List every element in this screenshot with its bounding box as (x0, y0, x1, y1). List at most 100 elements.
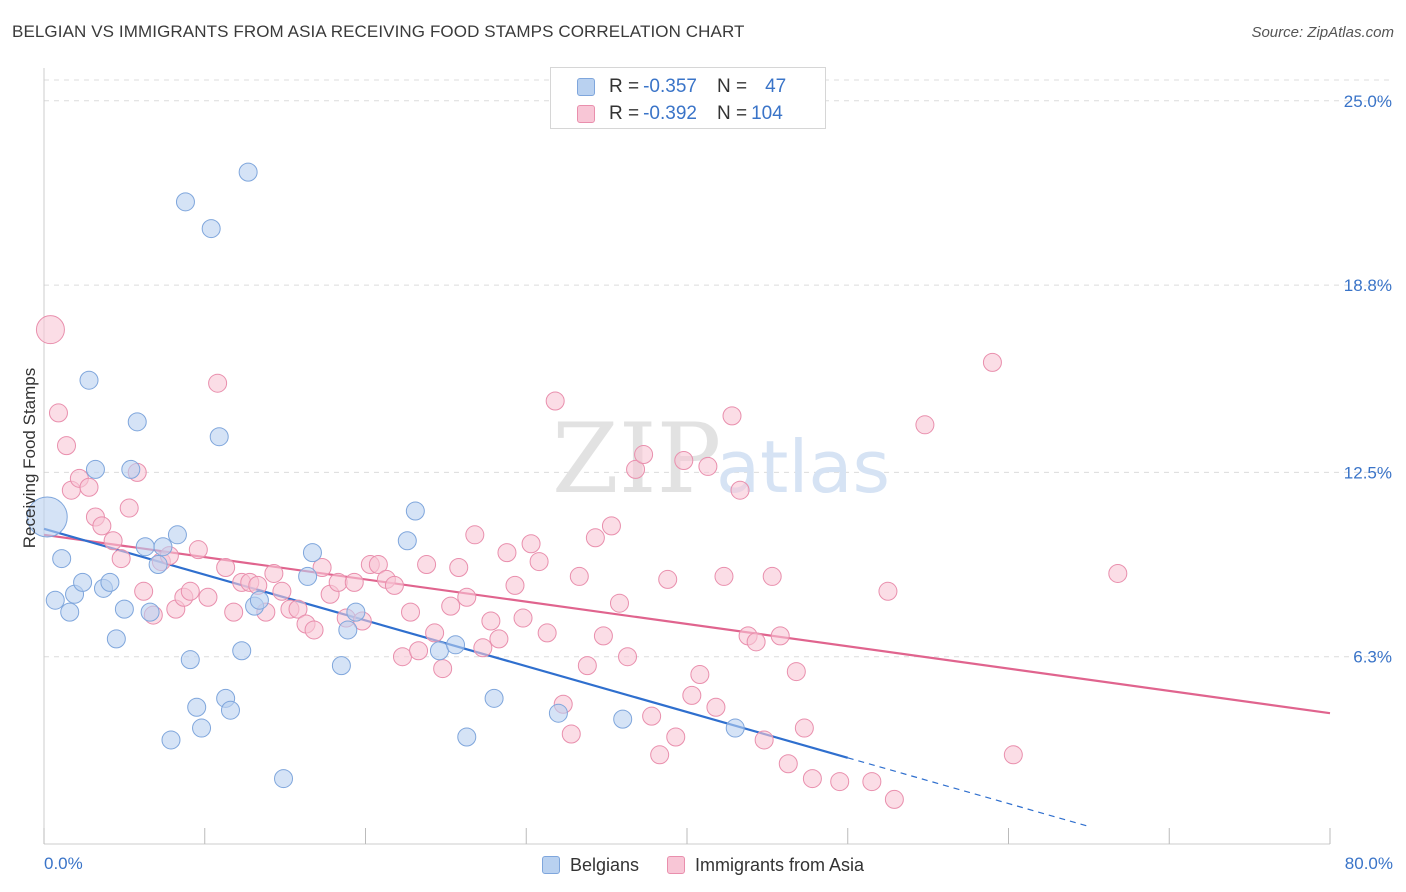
asia-point (304, 620, 324, 640)
belgian-point (548, 703, 568, 723)
belgian-point (79, 370, 99, 390)
y-tick-label: 18.8% (1344, 276, 1392, 295)
asia-point (481, 611, 501, 631)
asia-point (449, 558, 469, 578)
belgians-trend-extension (847, 757, 1090, 828)
n-label: N = (716, 76, 748, 97)
belgian-point (338, 620, 358, 640)
asia-point (884, 789, 904, 809)
asia-point (134, 581, 154, 601)
belgians-swatch (541, 856, 560, 874)
asia-point (666, 727, 686, 747)
r-label: R = (609, 76, 640, 97)
asia-point (224, 602, 244, 622)
asia-point (1003, 745, 1023, 765)
asia-point (577, 656, 597, 676)
belgian-point (298, 566, 318, 586)
belgian-point (446, 635, 466, 655)
asia-point (754, 730, 774, 750)
belgian-point (457, 727, 477, 747)
belgian-point (175, 192, 195, 212)
legend-label: Belgians (569, 854, 639, 875)
asia-point (626, 459, 646, 479)
legend-item-asia[interactable]: Immigrants from Asia (667, 855, 864, 876)
asia-point (561, 724, 581, 744)
y-tick-label: 25.0% (1344, 92, 1392, 111)
tick-labels: 6.3% 12.5% 18.8% 25.0% 0.0% 80.0% (44, 92, 1393, 873)
asia-point (830, 772, 850, 792)
asia-point (585, 528, 605, 548)
trend-lines (43, 527, 1331, 828)
asia-point (208, 373, 228, 393)
asia-point (272, 581, 292, 601)
belgian-point (153, 537, 173, 557)
belgian-point (201, 219, 221, 239)
asia-point (188, 540, 208, 560)
n-value: 47 (765, 76, 787, 97)
asia-point (762, 566, 782, 586)
asia-point (216, 558, 236, 578)
asia-point (344, 572, 364, 592)
x-tick-label: 0.0% (44, 854, 83, 873)
asia-point (698, 456, 718, 476)
belgian-point (192, 718, 212, 738)
asia-point (384, 575, 404, 595)
asia-point (465, 525, 485, 545)
belgian-point (52, 549, 72, 569)
belgian-point (127, 412, 147, 432)
belgians-swatch (577, 78, 595, 96)
belgian-point (114, 599, 134, 619)
belgian-point (180, 650, 200, 670)
asia-point (714, 566, 734, 586)
belgian-point (232, 641, 252, 661)
belgians-trend-line (43, 527, 849, 759)
y-axis-label: Receiving Food Stamps (20, 367, 39, 549)
asia-point (569, 566, 589, 586)
belgian-point (167, 525, 187, 545)
asia-point (658, 569, 678, 589)
belgian-point (140, 602, 160, 622)
asia-point (409, 641, 429, 661)
asia-point (425, 623, 445, 643)
asia-trend-line (43, 533, 1331, 715)
asia-point (48, 403, 68, 423)
asia-point (79, 477, 99, 497)
asia-point (650, 745, 670, 765)
r-value: -0.357 (643, 76, 697, 97)
asia-point (618, 647, 638, 667)
x-tick-label: 80.0% (1345, 854, 1393, 873)
belgian-point (725, 718, 745, 738)
legend-item-belgians[interactable]: Belgians (541, 854, 639, 876)
belgian-point (397, 531, 417, 551)
r-value: -0.392 (643, 103, 697, 124)
belgian-point (220, 700, 240, 720)
asia-point (198, 587, 218, 607)
asia-points (35, 315, 1128, 809)
asia-point (111, 549, 131, 569)
belgian-point (100, 572, 120, 592)
asia-point (915, 415, 935, 435)
belgian-points (26, 162, 745, 789)
asia-point (35, 315, 65, 345)
asia-point (92, 516, 112, 536)
asia-point (57, 436, 77, 456)
belgian-point (405, 501, 425, 521)
asia-point (497, 543, 517, 563)
asia-point (489, 629, 509, 649)
legend-row-belgians: R = -0.357 N = 47 (577, 75, 786, 99)
belgian-point (187, 697, 207, 717)
asia-swatch (577, 105, 595, 123)
belgian-point (331, 656, 351, 676)
y-tick-label: 6.3% (1353, 648, 1392, 667)
asia-point (537, 623, 557, 643)
asia-point (417, 555, 437, 575)
asia-point (368, 555, 388, 575)
asia-point (513, 608, 533, 628)
asia-point (288, 599, 308, 619)
asia-point (433, 659, 453, 679)
asia-point (457, 587, 477, 607)
asia-point (794, 718, 814, 738)
asia-point (802, 769, 822, 789)
asia-point (441, 596, 461, 616)
